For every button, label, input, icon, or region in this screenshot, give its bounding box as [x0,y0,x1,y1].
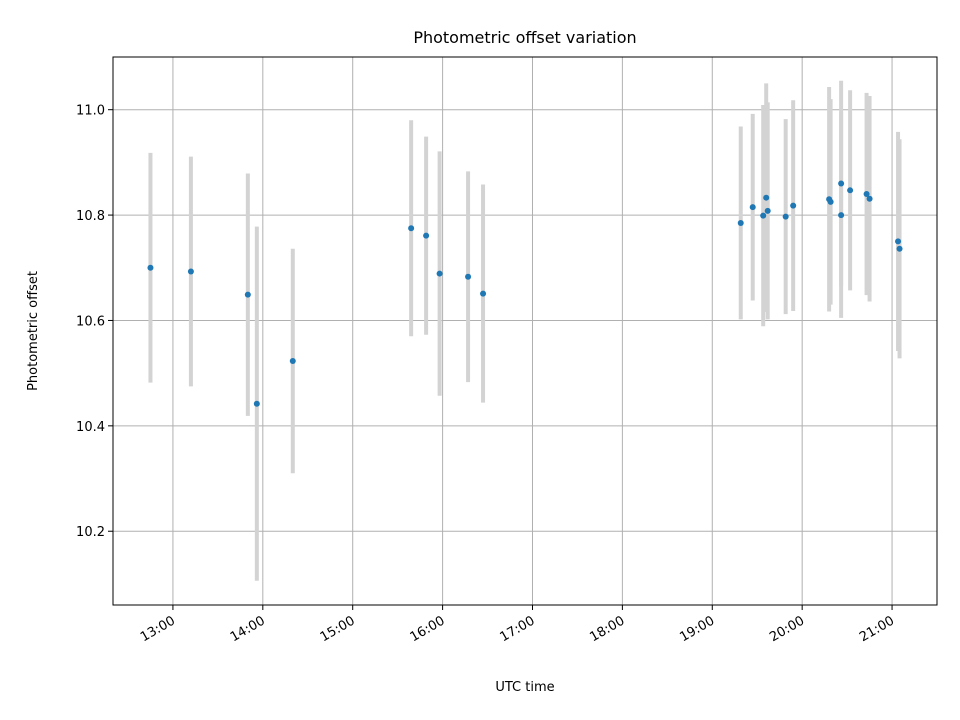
y-axis-label: Photometric offset [26,271,41,391]
data-point [423,232,430,239]
data-point [465,273,472,280]
data-point [847,187,854,194]
data-point [436,270,443,277]
data-point [749,204,756,211]
data-point [480,290,487,297]
data-point [790,202,797,209]
y-tick-label: 10.6 [76,314,105,329]
data-point [838,212,845,219]
data-point [827,198,834,205]
data-point [896,245,903,252]
data-point [866,195,873,202]
data-point [863,191,870,197]
x-axis-label: UTC time [495,680,554,695]
data-point [147,264,154,271]
y-tick-label: 10.4 [76,420,105,435]
data-point [763,194,770,201]
data-point [838,180,845,187]
plot-frame [112,56,938,606]
y-tick-label: 10.8 [76,209,105,224]
data-points [147,180,903,407]
data-point [244,291,251,298]
data-point [253,400,260,407]
data-point [289,358,296,365]
data-point [760,212,767,219]
data-point [187,268,194,275]
data-point [764,207,771,214]
data-point [895,238,902,245]
y-axis-ticks: 10.2 10.4 10.6 10.8 11.0 [76,104,113,540]
chart-title: Photometric offset variation [413,28,636,47]
grid [113,57,937,605]
data-point [782,213,789,220]
y-tick-label: 10.2 [76,525,105,540]
data-point [737,219,744,226]
y-tick-label: 11.0 [76,104,105,119]
data-point [408,225,415,232]
